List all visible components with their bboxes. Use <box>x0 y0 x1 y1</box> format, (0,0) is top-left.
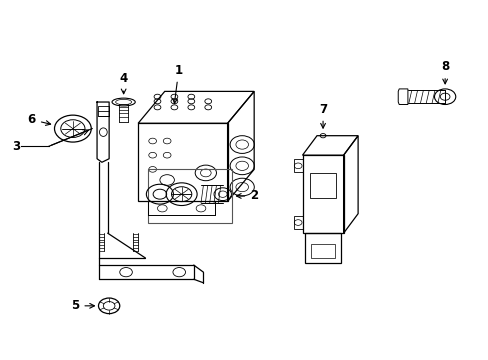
Text: 5: 5 <box>71 299 94 312</box>
Ellipse shape <box>99 128 107 136</box>
Text: 1: 1 <box>172 64 183 103</box>
Bar <box>310 244 334 258</box>
Text: 6: 6 <box>28 113 50 126</box>
Bar <box>302 155 343 233</box>
Bar <box>293 159 302 172</box>
Bar <box>309 173 336 198</box>
Bar <box>98 106 109 116</box>
Text: 7: 7 <box>318 103 326 128</box>
Bar <box>147 169 232 222</box>
Bar <box>305 233 341 263</box>
Text: 2: 2 <box>236 189 258 202</box>
Text: 3: 3 <box>12 140 20 153</box>
Bar <box>293 216 302 229</box>
Bar <box>138 123 227 201</box>
Ellipse shape <box>112 98 135 106</box>
Text: 4: 4 <box>119 72 127 94</box>
Text: 8: 8 <box>440 60 448 84</box>
